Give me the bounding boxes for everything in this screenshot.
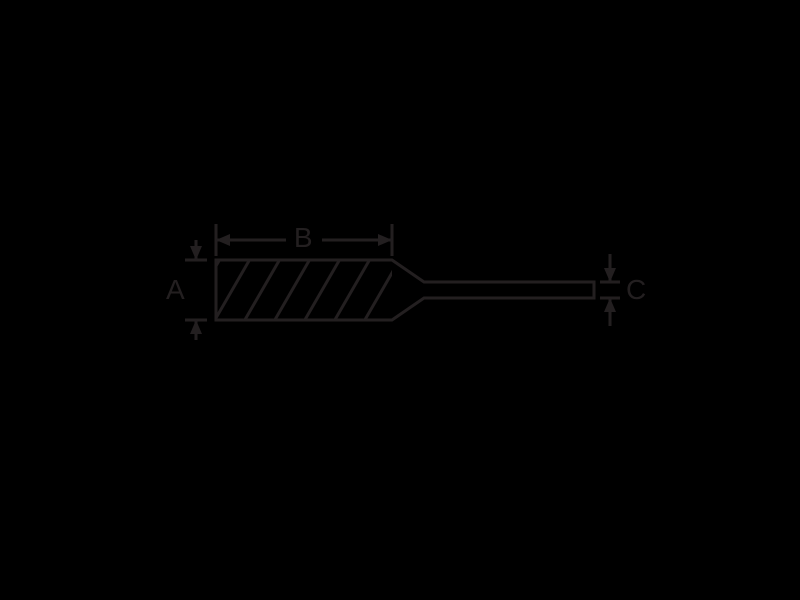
label-a: A — [166, 276, 185, 304]
drawing-svg — [0, 0, 800, 600]
label-b: B — [294, 224, 313, 252]
label-c: C — [626, 276, 646, 304]
technical-drawing: A B C — [0, 0, 800, 600]
